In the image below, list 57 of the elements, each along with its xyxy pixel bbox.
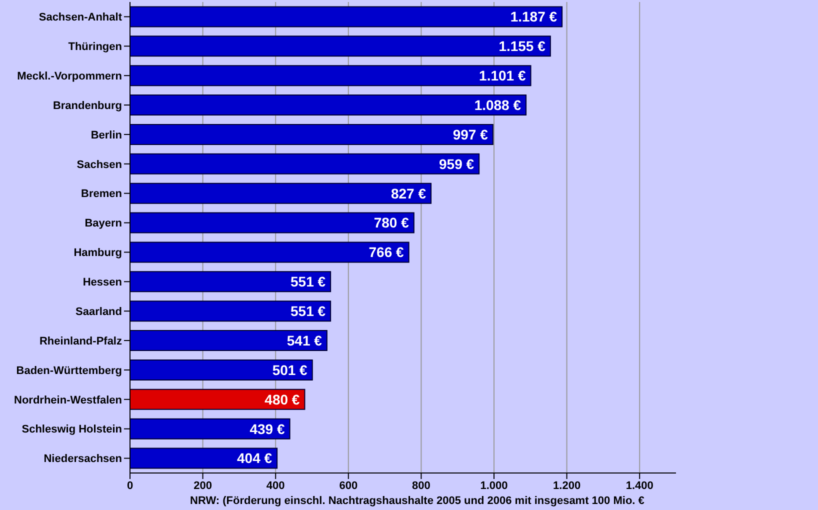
data-label: 501 € (272, 362, 308, 378)
data-label: 1.088 € (474, 96, 522, 113)
bar (130, 212, 414, 234)
data-label: 827 € (390, 185, 426, 202)
bar (130, 271, 332, 292)
bar (130, 300, 332, 322)
y-tick-label: Sachsen-Anhalt (38, 12, 122, 24)
y-tick-label: Saarland (76, 306, 122, 318)
bar (130, 242, 410, 263)
bar (130, 418, 290, 440)
text: NRW: (Förderung einschl. Nachtragshaushalte 2005 und 2006 mit insgesamt 100 Mio. € (190, 495, 644, 507)
bar (130, 6, 563, 28)
data-label: 480 € (264, 391, 300, 408)
y-tick-label: Sachsen (76, 158, 122, 171)
y-tick-label: Rheinland-Pfalz (39, 335, 122, 348)
x-tick-label: 200 (194, 480, 212, 492)
bar (130, 330, 328, 352)
y-tick-label: Brandenburg (52, 100, 122, 112)
data-label: 780 € (374, 214, 410, 231)
y-tick-label: Hessen (82, 276, 122, 289)
x-tick-label: 800 (412, 480, 430, 492)
bar (130, 388, 306, 410)
y-tick-label: Hamburg (74, 247, 122, 260)
bar (130, 124, 494, 145)
x-tick-label: 600 (339, 480, 358, 492)
y-tick-label: Nordrhein-Westfalen (14, 394, 122, 406)
data-label: 997 € (452, 126, 488, 142)
y-tick-label: Niedersachsen (44, 453, 122, 466)
x-tick-label: 1.400 (626, 480, 654, 492)
data-label: 1.155 € (498, 38, 546, 54)
data-label: 439 € (250, 420, 285, 437)
data-label: 1.101 € (479, 68, 526, 84)
bar (130, 359, 313, 380)
bar (130, 65, 532, 86)
y-tick-label: Berlin (90, 129, 122, 142)
x-tick-label: 0 (126, 480, 134, 492)
x-tick-label: 1.200 (553, 480, 581, 492)
data-label: 551 € (290, 274, 326, 290)
bar (130, 182, 432, 204)
y-tick-label: Baden-Württemberg (16, 364, 122, 377)
data-label: 404 € (237, 450, 272, 466)
y-tick-label: Meckl.-Vorpommern (17, 70, 122, 82)
data-label: 959 € (439, 156, 474, 172)
y-tick-label: Bayern (84, 218, 122, 230)
y-tick-label: Schleswig Holstein (22, 424, 122, 436)
bar (130, 94, 527, 116)
data-label: 541 € (286, 332, 322, 348)
bar (130, 36, 551, 57)
data-label: 551 € (290, 303, 326, 320)
bar (130, 448, 278, 469)
y-tick-label: Bremen (81, 188, 122, 200)
x-tick-label: 1.000 (480, 480, 508, 492)
data-label: 1.187 € (510, 8, 558, 25)
x-tick-label: 400 (266, 480, 285, 492)
y-tick-label: Thüringen (68, 41, 122, 54)
data-label: 766 € (368, 244, 404, 260)
bar (130, 153, 480, 174)
